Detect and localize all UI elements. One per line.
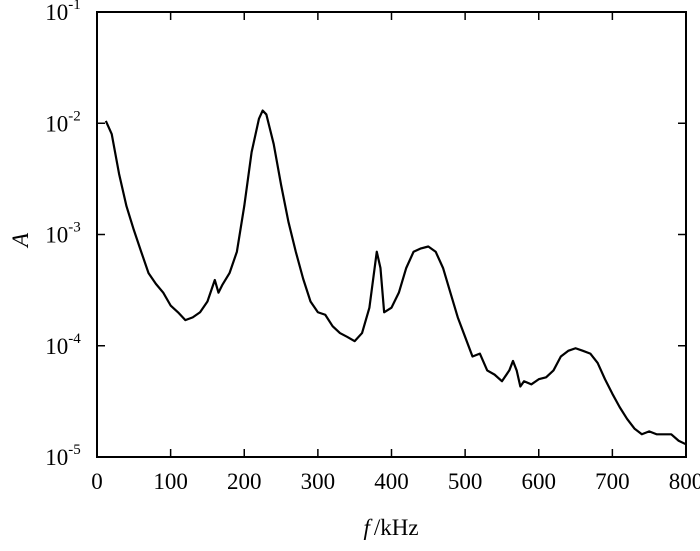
x-tick-label: 0 (91, 469, 103, 494)
y-tick-label: 10-5 (45, 442, 81, 470)
y-tick-base: 10 (45, 223, 68, 248)
x-tick-label: 200 (227, 469, 262, 494)
x-tick-label: 100 (153, 469, 188, 494)
y-tick-label: 10-1 (45, 0, 81, 25)
y-tick-label: 10-4 (45, 331, 81, 359)
data-line (104, 109, 687, 446)
y-tick-exponent: -2 (68, 108, 81, 124)
y-tick-base: 10 (45, 0, 68, 25)
x-tick-label: 500 (448, 469, 483, 494)
x-axis-symbol: f (363, 515, 373, 540)
y-tick-base: 10 (45, 445, 68, 470)
x-tick-label: 300 (301, 469, 336, 494)
y-tick-exponent: -3 (68, 220, 81, 236)
y-tick-exponent: -5 (68, 442, 81, 458)
y-tick-label: 10-3 (45, 220, 81, 248)
x-tick-label: 700 (595, 469, 630, 494)
x-axis-label: f/kHz (363, 515, 418, 540)
y-axis-label: A (8, 232, 33, 249)
y-tick-label: 10-2 (45, 108, 81, 136)
y-tick-base: 10 (45, 334, 68, 359)
x-axis-unit: /kHz (374, 515, 419, 540)
y-tick-exponent: -4 (68, 331, 81, 347)
x-tick-label: 600 (522, 469, 557, 494)
y-tick-base: 10 (45, 111, 68, 136)
x-tick-label: 400 (374, 469, 409, 494)
plot-frame (96, 11, 687, 458)
y-tick-exponent: -1 (68, 0, 81, 13)
x-tick-label: 800 (669, 469, 700, 494)
